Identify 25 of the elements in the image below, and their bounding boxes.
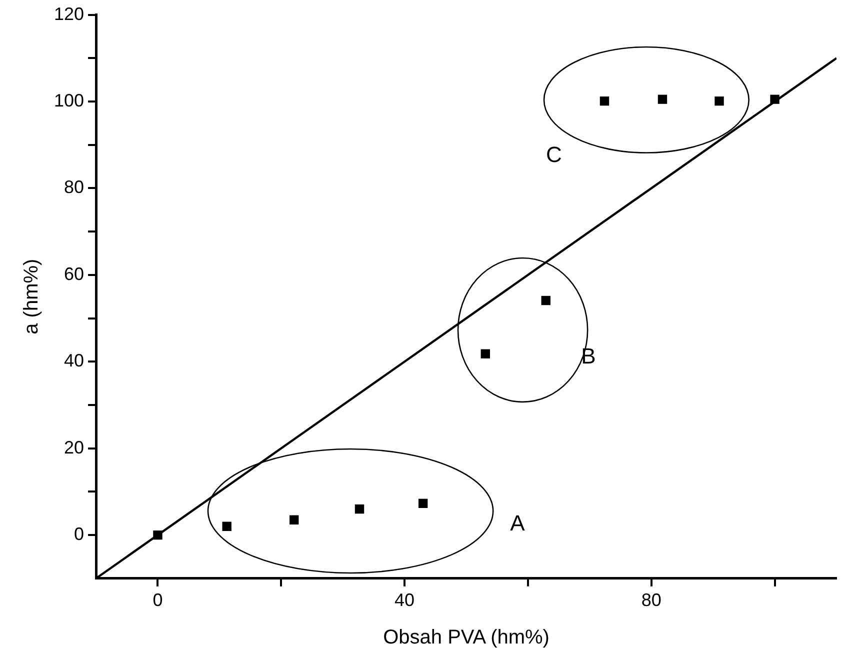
point xyxy=(153,530,162,540)
y-tick-label: 60 xyxy=(64,264,84,284)
y-tick-label: 100 xyxy=(54,90,84,110)
x-tick-label: 40 xyxy=(394,590,415,610)
y-tick-label: 80 xyxy=(64,177,84,198)
point xyxy=(290,515,299,524)
point xyxy=(600,96,610,106)
point xyxy=(418,498,428,508)
annotation: A xyxy=(510,510,526,536)
y-tick-label: 40 xyxy=(64,350,84,371)
y-tick-label: 20 xyxy=(64,437,84,458)
y-tick-label: 0 xyxy=(74,524,84,544)
y-tick-label: 120 xyxy=(54,4,84,24)
point xyxy=(770,94,780,104)
x-tick-label: 80 xyxy=(641,590,662,610)
x-axis-title: Obsah PVA (hm%) xyxy=(383,626,550,649)
point xyxy=(541,296,550,306)
point xyxy=(658,94,668,104)
y-axis-title: a (hm%) xyxy=(20,258,43,334)
annotation: C xyxy=(546,142,562,167)
x-tick-label: 0 xyxy=(152,590,163,610)
point xyxy=(714,96,724,106)
point xyxy=(480,349,490,358)
point xyxy=(222,522,232,531)
point xyxy=(354,504,364,514)
